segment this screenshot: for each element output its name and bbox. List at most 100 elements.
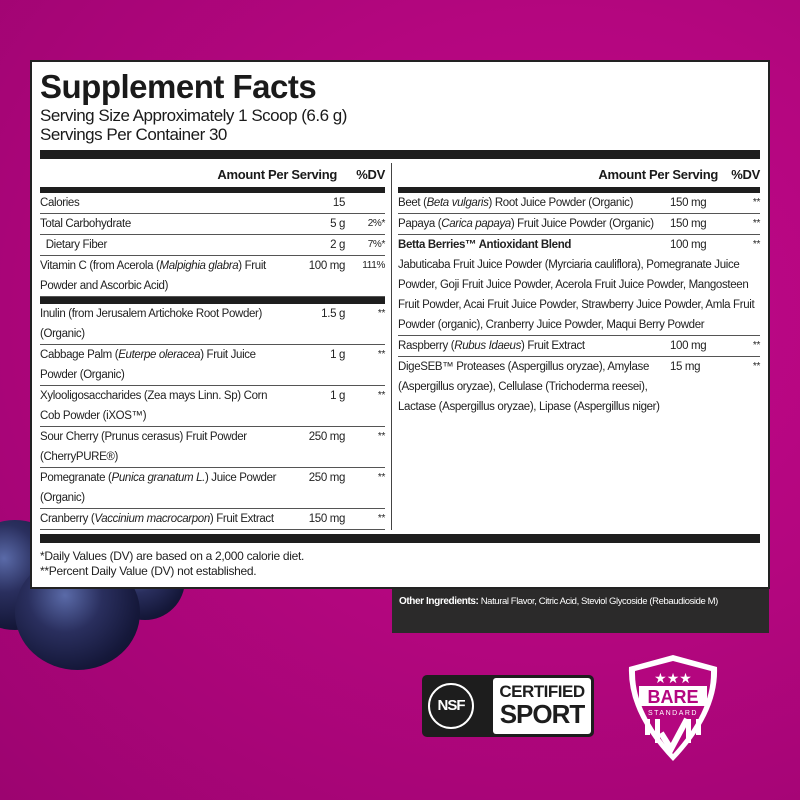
daily-value: **	[752, 361, 760, 372]
left-column: Amount Per Serving %DV Calories 15 Total Ca…	[40, 163, 392, 530]
name-part: Malpighia glabra	[159, 260, 239, 272]
amount: 100 mg	[670, 239, 707, 251]
left-amount-header: Amount Per Serving	[217, 167, 337, 182]
amount: 5 g	[330, 218, 345, 230]
amount: 250 mg	[308, 431, 346, 443]
ingredient-name: Papaya (Carica papaya) Fruit Juice Powde…	[398, 214, 670, 234]
table-row: Cranberry (Vaccinium macrocarpon) Fruit …	[40, 509, 385, 530]
right-amount-header: Amount Per Serving	[598, 167, 718, 182]
name-part: Beta vulgaris	[426, 197, 489, 209]
name-part: ) Fruit Extract	[209, 513, 274, 525]
table-row: Sour Cherry (Prunus cerasus) Fruit Powde…	[40, 427, 385, 468]
name-part: Dietary Fiber	[40, 239, 108, 251]
ingredient-name: Cabbage Palm (Euterpe oleracea) Fruit Ju…	[40, 345, 293, 385]
name-part: Euterpe oleracea	[118, 349, 201, 361]
left-dv-header: %DV	[356, 167, 385, 182]
daily-value: **	[752, 197, 760, 208]
name-part: Papaya (	[398, 218, 442, 230]
name-part: Cabbage Palm (	[40, 349, 119, 361]
nsf-sport: SPORT	[499, 699, 586, 729]
svg-text:★★★: ★★★	[654, 671, 692, 687]
table-row: DigeSEB™ Proteases (Aspergillus oryzae),…	[398, 357, 760, 417]
table-row: Cabbage Palm (Euterpe oleracea) Fruit Ju…	[40, 345, 385, 386]
amount: 15 mg	[670, 361, 701, 373]
name-part: Rubus Idaeus	[454, 340, 521, 352]
name-part: ) Fruit Juice Powder (Organic)	[40, 349, 256, 381]
amount: 250 mg	[308, 472, 346, 484]
table-row: Papaya (Carica papaya) Fruit Juice Powde…	[398, 214, 760, 235]
name-part: ) Fruit Extract	[521, 340, 585, 352]
name-part: Beet (	[398, 197, 427, 209]
daily-value: **	[752, 218, 760, 229]
supplement-facts-panel: Supplement Facts Serving Size Approximat…	[30, 60, 770, 589]
table-row: Dietary Fiber 2 g 7%*	[40, 235, 385, 256]
ingredient-name: Inulin (from Jerusalem Artichoke Root Po…	[40, 304, 293, 344]
footnote-dv: *Daily Values (DV) are based on a 2,000 …	[40, 549, 305, 563]
daily-value: 2%*	[367, 218, 386, 229]
other-ingredients: Other Ingredients: Natural Flavor, Citri…	[392, 589, 769, 633]
footnote-not-established: **Percent Daily Value (DV) not establish…	[40, 564, 257, 578]
name-part: ) Fruit Powder and Ascorbic Acid)	[40, 260, 266, 292]
table-row: Vitamin C (from Acerola (Malpighia glabr…	[40, 256, 385, 297]
table-row: Pomegranate (Punica granatum L.) Juice P…	[40, 468, 385, 509]
name-part: Carica papaya	[441, 218, 511, 230]
ingredient-name: Calories	[40, 193, 293, 213]
amount: 100 mg	[670, 340, 707, 352]
daily-value: **	[377, 472, 385, 483]
name-part: ) Root Juice Powder (Organic)	[488, 197, 634, 209]
standard-text: STANDARD	[648, 710, 698, 717]
right-column: Amount Per Serving %DV Beet (Beta vulgari…	[392, 163, 760, 530]
daily-value: **	[377, 349, 385, 360]
amount: 1 g	[330, 349, 345, 361]
ingredient-name: Total Carbohydrate	[40, 214, 293, 234]
ingredient-name: Cranberry (Vaccinium macrocarpon) Fruit …	[40, 509, 293, 529]
name-part: Vaccinium macrocarpon	[94, 513, 210, 525]
ingredient-name: Pomegranate (Punica granatum L.) Juice P…	[40, 468, 293, 508]
servings-per-container: Servings Per Container 30	[40, 125, 227, 144]
name-part: Inulin (from Jerusalem Artichoke Root Po…	[40, 308, 263, 340]
name-part: Vitamin C (from Acerola (	[40, 260, 160, 272]
panel-title: Supplement Facts	[40, 68, 317, 105]
bottom-divider	[40, 534, 760, 543]
daily-value: **	[752, 340, 760, 351]
daily-value: 7%*	[367, 239, 386, 250]
name-part: Punica granatum L.	[111, 472, 206, 484]
daily-value: 111%	[362, 260, 385, 271]
name-part: DigeSEB™ Proteases (Aspergillus oryzae),…	[398, 361, 660, 413]
table-row: Total Carbohydrate 5 g 2%*	[40, 214, 385, 235]
name-part: ) Fruit Juice Powder (Organic)	[510, 218, 654, 230]
amount: 15	[332, 197, 345, 209]
name-part: Cranberry (	[40, 513, 95, 525]
ingredient-name: Xylooligosaccharides (Zea mays Linn. Sp)…	[40, 386, 293, 426]
amount: 150 mg	[308, 513, 346, 525]
ingredient-name: Dietary Fiber	[40, 235, 293, 255]
name-part: Calories	[40, 197, 80, 209]
right-dv-header: %DV	[731, 167, 760, 182]
serving-size: Serving Size Approximately 1 Scoop (6.6 …	[40, 106, 347, 125]
ingredient-name: Sour Cherry (Prunus cerasus) Fruit Powde…	[40, 427, 293, 467]
table-row: Raspberry (Rubus Idaeus) Fruit Extract 10…	[398, 336, 760, 357]
section-divider	[40, 297, 385, 304]
name-part: ) Juice Powder (Organic)	[40, 472, 277, 504]
table-row: Betta Berries™ Antioxidant Blend 100 mg **	[398, 235, 760, 255]
table-row: Xylooligosaccharides (Zea mays Linn. Sp)…	[40, 386, 385, 427]
daily-value: **	[377, 390, 385, 401]
amount: 1 g	[330, 390, 345, 402]
amount: 150 mg	[670, 197, 707, 209]
name-part: Raspberry (	[398, 340, 455, 352]
ingredient-name: Vitamin C (from Acerola (Malpighia glabr…	[40, 256, 293, 296]
table-row: Calories 15	[40, 193, 385, 214]
amount: 150 mg	[670, 218, 707, 230]
ingredient-name: DigeSEB™ Proteases (Aspergillus oryzae),…	[398, 357, 670, 417]
daily-value: **	[377, 308, 385, 319]
ingredient-name: Raspberry (Rubus Idaeus) Fruit Extract	[398, 336, 670, 356]
amount: 100 mg	[308, 260, 346, 272]
name-part: Betta Berries™ Antioxidant Blend	[398, 239, 572, 251]
other-ingredients-label: Other Ingredients:	[399, 596, 479, 607]
name-part: Xylooligosaccharides (Zea mays Linn. Sp)…	[40, 390, 268, 422]
daily-value	[345, 193, 385, 213]
blend-ingredients: Jabuticaba Fruit Juice Powder (Myrciaria…	[398, 255, 760, 336]
daily-value: **	[752, 239, 760, 250]
nsf-certified-sport-logo: NSF CERTIFIED SPORT	[422, 675, 594, 737]
bare-standard-shield-logo: ★★★ BARE STANDARD	[628, 655, 718, 761]
